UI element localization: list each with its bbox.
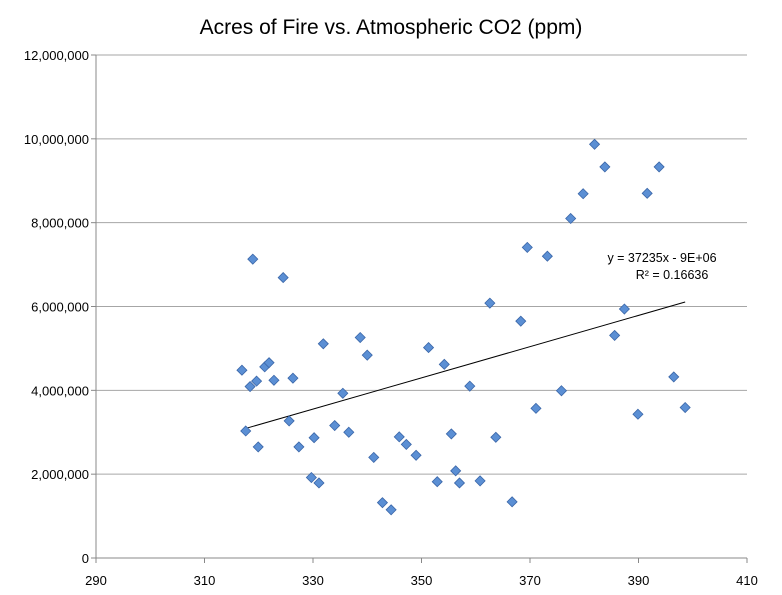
y-tick-label: 0 — [82, 551, 89, 566]
data-point — [313, 477, 325, 489]
data-point — [515, 315, 527, 327]
data-point — [251, 375, 263, 387]
y-tick-label: 2,000,000 — [31, 467, 89, 482]
data-point — [308, 432, 320, 444]
data-point — [521, 241, 533, 253]
y-tick-label: 6,000,000 — [31, 300, 89, 315]
data-point — [445, 428, 457, 440]
data-point — [361, 349, 373, 361]
data-point — [283, 415, 295, 427]
data-point — [368, 451, 380, 463]
y-tick-label: 4,000,000 — [31, 383, 89, 398]
data-point — [244, 380, 256, 393]
data-point — [450, 465, 462, 477]
trendline-r-squared: R² = 0.16636 — [636, 268, 709, 282]
data-point — [609, 329, 621, 341]
data-point — [431, 476, 443, 488]
axes — [91, 54, 748, 563]
data-point — [453, 477, 466, 489]
data-point — [506, 496, 518, 508]
data-point — [410, 449, 422, 461]
data-point — [668, 371, 680, 383]
data-point — [400, 438, 412, 450]
data-point — [641, 187, 653, 199]
data-point — [337, 387, 349, 399]
trendline — [243, 301, 686, 430]
trendline-equation: y = 37235x - 9E+06 — [607, 251, 716, 265]
data-point — [632, 408, 644, 420]
data-point — [464, 380, 476, 392]
data-point — [588, 138, 601, 150]
data-point — [268, 374, 280, 386]
data-point — [317, 338, 329, 350]
y-tick-label: 12,000,000 — [24, 48, 89, 63]
data-point — [305, 471, 317, 484]
data-point — [354, 331, 366, 344]
data-point — [555, 385, 568, 397]
y-tick-label: 10,000,000 — [24, 132, 89, 147]
data-point — [236, 364, 248, 376]
data-point — [438, 358, 450, 370]
data-point — [618, 303, 630, 315]
data-point — [376, 497, 389, 509]
x-tick-label: 370 — [519, 573, 541, 588]
data-point — [287, 372, 299, 384]
x-tick-label: 330 — [302, 573, 324, 588]
data-point — [653, 161, 665, 173]
data-point — [422, 342, 435, 354]
x-tick-label: 290 — [85, 573, 107, 588]
data-point — [530, 402, 542, 414]
chart-title: Acres of Fire vs. Atmospheric CO2 (ppm) — [199, 16, 583, 39]
x-tick-label: 390 — [628, 573, 650, 588]
data-points — [236, 138, 691, 516]
data-point — [490, 431, 502, 443]
data-point — [577, 188, 589, 200]
data-point — [240, 425, 252, 437]
data-point — [474, 475, 486, 487]
data-point — [385, 504, 397, 516]
x-tick-label: 310 — [194, 573, 216, 588]
data-point — [599, 161, 611, 173]
data-point — [541, 250, 553, 262]
data-point — [679, 401, 691, 414]
data-point — [565, 212, 577, 225]
y-axis-tick-labels: 0 2,000,000 4,000,000 6,000,000 8,000,000 10,… — [24, 48, 89, 566]
data-point — [293, 441, 305, 453]
data-point — [329, 419, 341, 432]
data-point — [393, 431, 405, 443]
x-tick-label: 350 — [411, 573, 433, 588]
trendline-group — [243, 301, 686, 430]
data-point — [277, 272, 289, 284]
x-axis-tick-labels: 290 310 330 350 370 390 410 — [85, 573, 758, 588]
data-point — [343, 426, 355, 438]
data-point — [484, 297, 496, 309]
data-point — [247, 253, 259, 265]
data-point — [263, 357, 275, 369]
data-point — [252, 441, 264, 453]
y-tick-label: 8,000,000 — [31, 216, 89, 231]
x-tick-label: 410 — [736, 573, 758, 588]
gridlines — [96, 54, 747, 475]
